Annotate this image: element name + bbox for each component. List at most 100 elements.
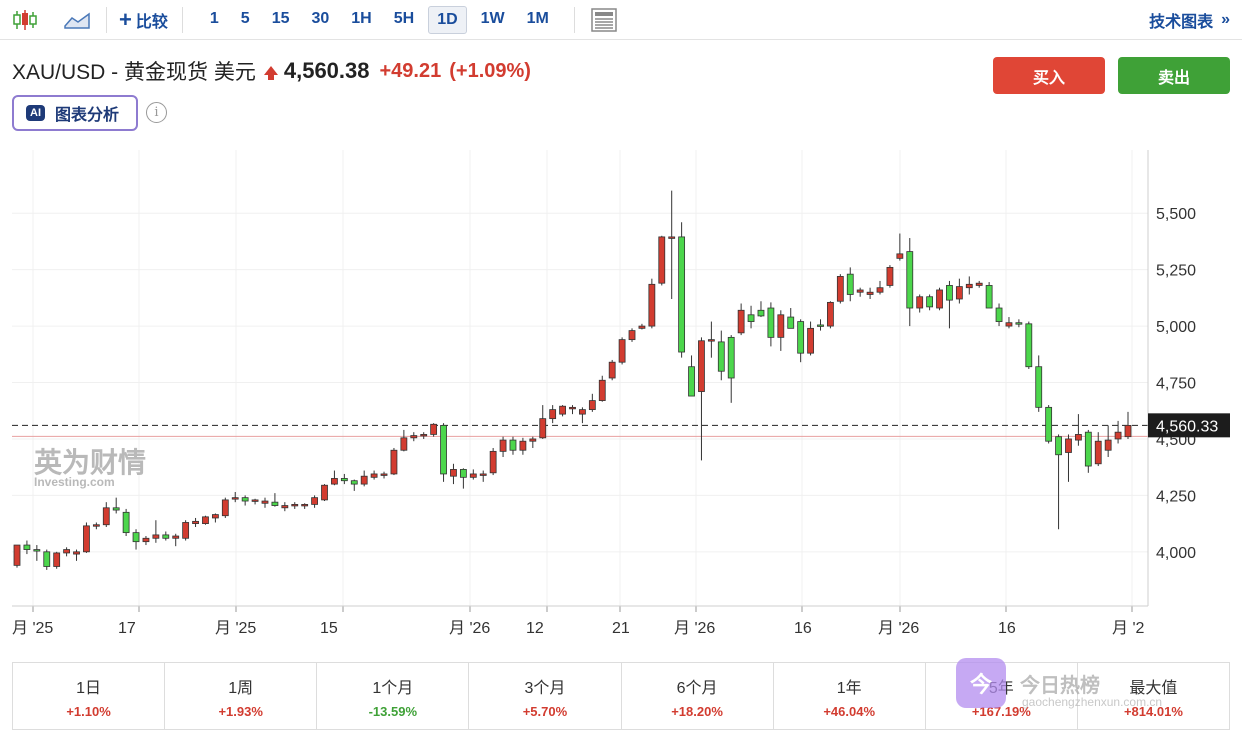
perf-label: 1日 [76, 679, 102, 697]
candle-body [261, 500, 269, 504]
candle [579, 407, 586, 424]
candle-body [886, 266, 894, 286]
perf-cell-max[interactable]: 最大值 +814.01% [1078, 663, 1229, 729]
candle [827, 301, 834, 329]
chart-grid [12, 150, 1148, 606]
perf-label: 6个月 [676, 679, 718, 697]
price-chart[interactable]: 英为财情 Investing.com 5,500 5,250 5,000 4,750 4… [0, 150, 1242, 650]
candle-body [331, 478, 338, 485]
candle-body [797, 321, 805, 354]
candle [251, 498, 259, 505]
candle [1045, 405, 1053, 444]
perf-cell-3m[interactable]: 3个月 +5.70% [469, 663, 622, 729]
interval-group: 1 5 15 30 1H 5H 1D 1W 1M [199, 5, 560, 34]
candle-body [479, 473, 487, 476]
candle-body [1114, 431, 1122, 440]
candle [271, 493, 279, 507]
interval-1h[interactable]: 1H [351, 9, 372, 27]
candle-body [965, 283, 973, 289]
info-icon[interactable]: i [146, 102, 167, 123]
candle [1025, 321, 1033, 369]
buy-button[interactable]: 买入 [993, 57, 1105, 94]
price-lines [12, 424, 1148, 437]
candle [509, 436, 517, 455]
candle-body [13, 544, 21, 566]
compare-button[interactable]: + 比较 [119, 8, 168, 32]
candle-body [211, 514, 219, 519]
perf-cell-6m[interactable]: 6个月 +18.20% [622, 663, 774, 729]
y-tick-label: 5,250 [1156, 263, 1196, 280]
perf-cell-1y[interactable]: 1年 +46.04% [774, 663, 926, 729]
candle [122, 508, 130, 537]
candle-body [251, 499, 259, 502]
candle [400, 429, 408, 452]
area-chart-icon[interactable] [62, 5, 92, 35]
candles [13, 190, 1132, 570]
ai-chart-analysis-button[interactable]: AI 图表分析 [12, 95, 138, 131]
candle [598, 375, 606, 402]
news-layout-icon[interactable] [589, 5, 619, 35]
interval-1m[interactable]: 1M [526, 9, 549, 27]
candle [450, 463, 457, 485]
perf-cell-1m[interactable]: 1个月 -13.59% [317, 663, 470, 729]
candle-body [132, 532, 140, 543]
candle-body [241, 497, 249, 502]
candle-body [569, 406, 576, 410]
perf-cell-1w[interactable]: 1周 +1.93% [165, 663, 318, 729]
last-price: 4,560.38 [283, 58, 370, 83]
candle [757, 301, 765, 318]
candle [370, 470, 378, 480]
candle [420, 432, 428, 439]
candle [83, 522, 90, 553]
candle [33, 545, 41, 561]
ai-chart-analysis-label: 图表分析 [55, 107, 120, 124]
candle [479, 470, 487, 482]
site-watermark-name: 今日热榜 [1020, 674, 1100, 697]
candle [549, 405, 557, 424]
candle [846, 267, 854, 302]
candle-body [598, 379, 606, 401]
candle-body [63, 549, 70, 554]
candle [866, 287, 874, 299]
interval-5[interactable]: 5 [240, 9, 250, 27]
candle [658, 235, 666, 286]
candle-body [817, 324, 824, 327]
candlestick-chart-icon[interactable] [10, 5, 40, 35]
candle [995, 303, 1003, 327]
candle [221, 497, 229, 518]
interval-1d[interactable]: 1D [428, 5, 467, 34]
x-axis: 月 '25 17 月 '25 15 月 '26 12 21 月 '26 16 月 '26 16 月 '… [12, 605, 1148, 637]
candle [985, 282, 993, 309]
candle-body [231, 497, 239, 500]
candle-body [539, 418, 547, 439]
perf-cell-1d[interactable]: 1日 +1.10% [13, 663, 166, 729]
candle-body [152, 534, 160, 539]
candle [797, 319, 805, 363]
candle-body [410, 435, 418, 439]
candle-body [380, 473, 388, 476]
x-tick-label: 月 '26 [878, 620, 919, 637]
site-watermark: 今 今日热榜 [956, 657, 1156, 709]
candle [588, 393, 596, 412]
interval-30[interactable]: 30 [311, 9, 330, 27]
sell-button[interactable]: 卖出 [1118, 57, 1230, 94]
candle-body [698, 340, 705, 392]
interval-15[interactable]: 15 [271, 9, 290, 27]
x-tick-label: 15 [320, 620, 338, 637]
candle [459, 468, 467, 489]
interval-5h[interactable]: 5H [393, 9, 415, 27]
x-tick-label: 16 [998, 620, 1016, 637]
candle-body [559, 405, 566, 415]
candle-body [638, 325, 646, 329]
candle-body [688, 366, 695, 397]
interval-1[interactable]: 1 [209, 9, 219, 27]
tech-chart-link[interactable]: 技术图表 » [1149, 8, 1230, 32]
candle-body [1015, 322, 1023, 325]
candle [539, 405, 547, 439]
candle-body [281, 505, 289, 509]
candle [975, 280, 983, 288]
candle-body [182, 522, 190, 539]
interval-1w[interactable]: 1W [480, 9, 505, 27]
candle-body [955, 286, 963, 300]
candle [1065, 434, 1072, 482]
